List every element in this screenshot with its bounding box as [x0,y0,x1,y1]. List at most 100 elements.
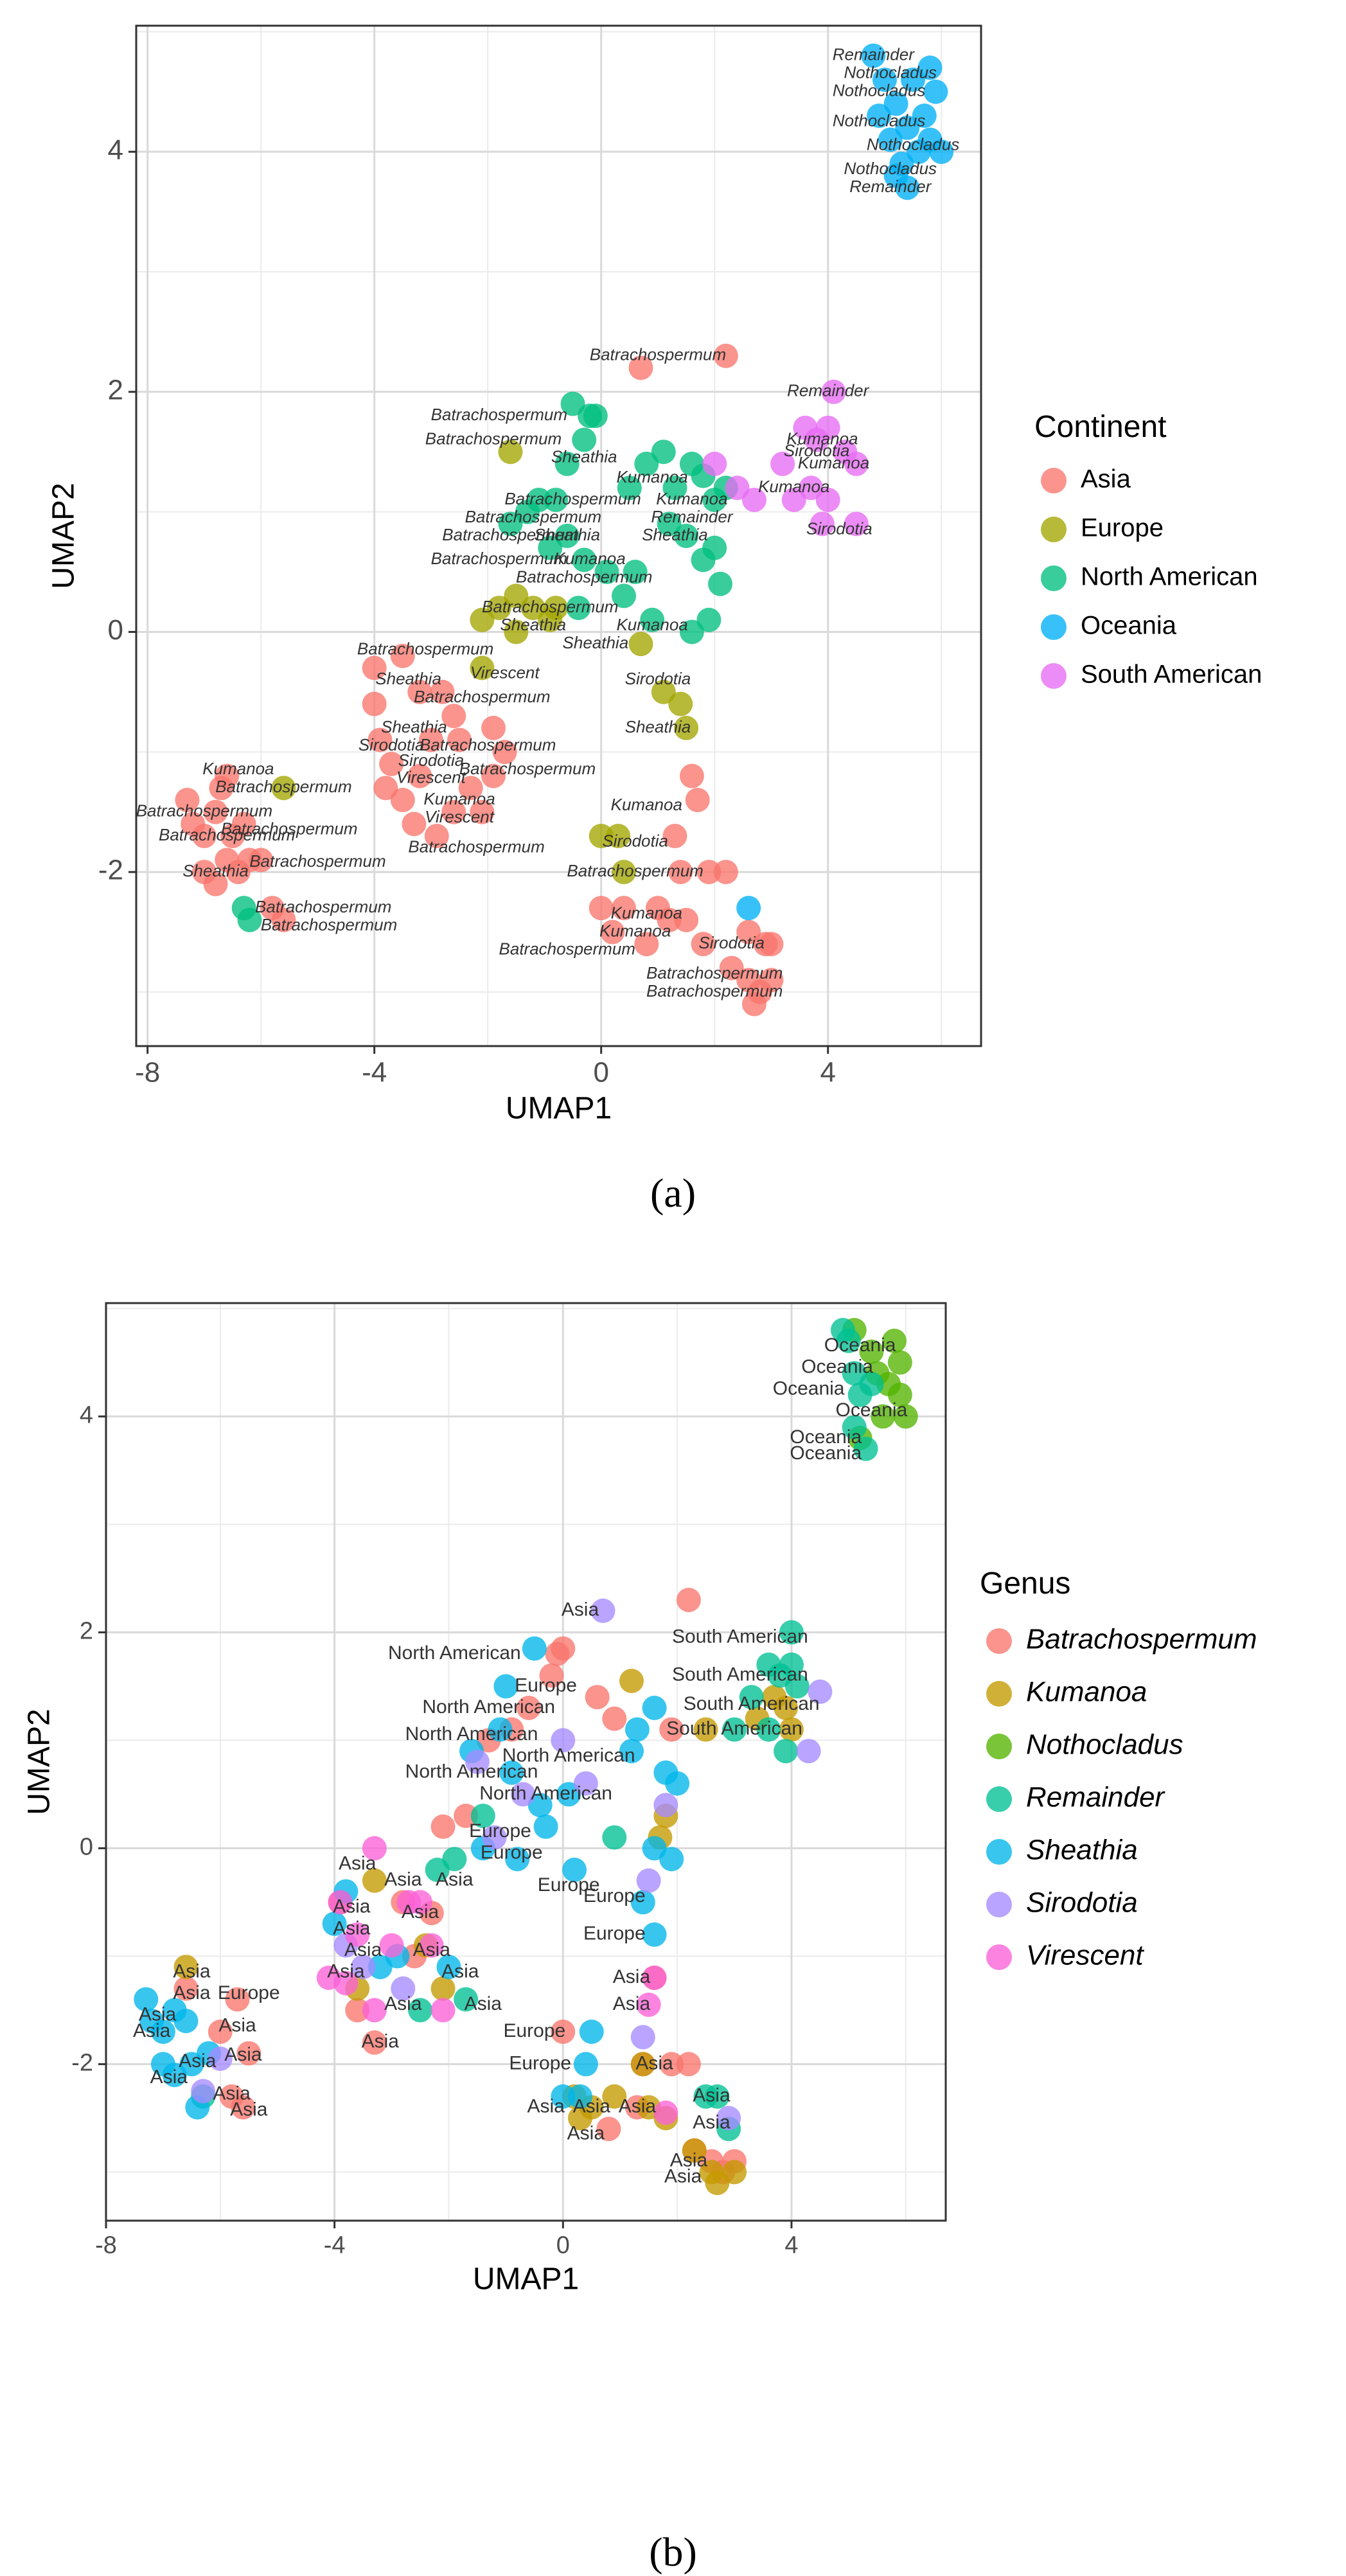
data-point-kumanoa [602,2084,627,2109]
point-label: North American [422,1696,555,1718]
data-point-sirodotia [191,2079,216,2104]
data-point-kumanoa [774,1696,799,1720]
data-point-batrachospermum [551,2020,576,2044]
data-point-virescent [345,1922,370,1947]
point-label: Asia [664,2166,702,2187]
point-label: Sirodotia [398,751,465,770]
data-point-sheathia [551,2084,576,2109]
data-point-asia [691,932,716,957]
point-label: Kumanoa [656,489,727,508]
data-point-sheathia [642,1696,667,1720]
data-point-batrachospermum [362,2030,387,2055]
panel-border [135,24,982,1047]
data-point-asia [470,799,495,824]
data-point-nothocladus [893,1404,918,1429]
axis-ticks: -8 -4 0 4 -2 0 2 4 [71,1401,798,2259]
data-point-remainder [705,2084,730,2109]
data-point-sheathia [134,1987,159,2012]
data-point-europe [651,679,676,704]
x-axis-title: UMAP1 [506,1091,612,1125]
data-point-sheathia [573,2052,598,2077]
point-label: Batrachospermum [357,639,493,658]
data-point-sheathia [150,2020,175,2044]
data-point-virescent [362,1998,387,2023]
point-label: Batrachospermum [261,915,397,934]
legend-label: Europe [1081,514,1164,542]
point-label: Asia [362,2031,400,2052]
point-label: Batrachospermum [221,819,357,839]
data-point-asia [231,812,256,837]
data-point-asia [430,679,455,704]
data-point-virescent [362,1836,387,1861]
point-label: Batrachospermum [459,759,596,778]
data-point-south-american [781,487,806,512]
data-point-north-american [611,583,636,608]
data-point-asia [481,715,506,740]
data-point-remainder [779,1652,804,1677]
point-label: Europe [218,1982,280,2003]
data-point-north-american [708,571,733,596]
point-label: Oceania [790,1426,862,1448]
data-point-asia [481,763,506,788]
point-label: Remainder [849,177,932,196]
point-label: Sheathia [563,633,629,652]
point-label: Sirodotia [625,669,691,688]
data-point-asia [379,751,404,776]
point-label: Sheathia [182,861,249,880]
point-label: Asia [635,2052,673,2074]
legend-key [986,1628,1012,1654]
point-label: Sheathia [381,717,447,736]
data-point-north-american [515,499,540,524]
data-point-batrachospermum [659,2052,684,2077]
data-point-sheathia [562,1858,587,1882]
data-point-sheathia [436,1955,461,1980]
point-label: Sheathia [551,447,617,466]
axis-ticks: -8 -4 0 4 -2 0 2 4 [98,134,836,1088]
data-point-sheathia [567,2084,592,2109]
point-label: Asia [333,1896,371,1917]
point-label: North American [502,1745,635,1766]
caption-b: (b) [649,2529,697,2575]
data-point-europe [520,596,545,621]
data-point-europe [271,776,296,801]
point-label: Kumanoa [616,615,687,634]
legend-key [986,1786,1012,1812]
data-point-virescent [379,1933,404,1958]
point-label: Batrachospermum [431,549,567,568]
data-point-virescent [419,1933,444,1958]
point-label: Nothocladus [833,81,926,100]
data-point-europe [544,596,569,621]
data-point-virescent [653,2101,678,2125]
point-label: Batrachospermum [442,525,578,544]
data-point-asia [441,799,466,824]
data-point-asia [685,788,710,813]
point-label: Remainder [651,507,734,526]
point-label: Batrachospermum [465,507,601,526]
data-point-asia [390,643,415,668]
point-label: Sirodotia [359,735,425,754]
data-point-north-american [702,535,727,560]
data-point-remainder [602,1825,627,1850]
y-tick-label: 0 [108,614,123,646]
point-label: Nothocladus [867,135,960,154]
data-point-asia [719,955,744,981]
point-label: Nothocladus [844,159,937,178]
point-label: Kumanoa [423,789,495,808]
point-label: Kumanoa [554,549,625,568]
data-point-north-american [572,547,597,573]
data-point-batrachospermum [602,1706,627,1731]
data-point-asia [249,848,274,873]
data-point-remainder [774,1739,799,1764]
data-point-north-american [617,475,642,501]
data-point-asia [407,763,432,788]
point-label: Asia [173,1961,211,1982]
data-point-north-american [498,511,523,537]
data-point-sirodotia [208,2047,233,2071]
data-point-virescent [333,1971,359,1996]
data-point-remainder [836,1328,861,1353]
legend: Continent Asia Europe North American Oceania… [1034,410,1262,689]
point-label: North American [405,1723,538,1745]
data-point-kumanoa [682,2138,707,2163]
data-point-nothocladus [871,1404,896,1429]
data-point-asia [611,896,636,921]
